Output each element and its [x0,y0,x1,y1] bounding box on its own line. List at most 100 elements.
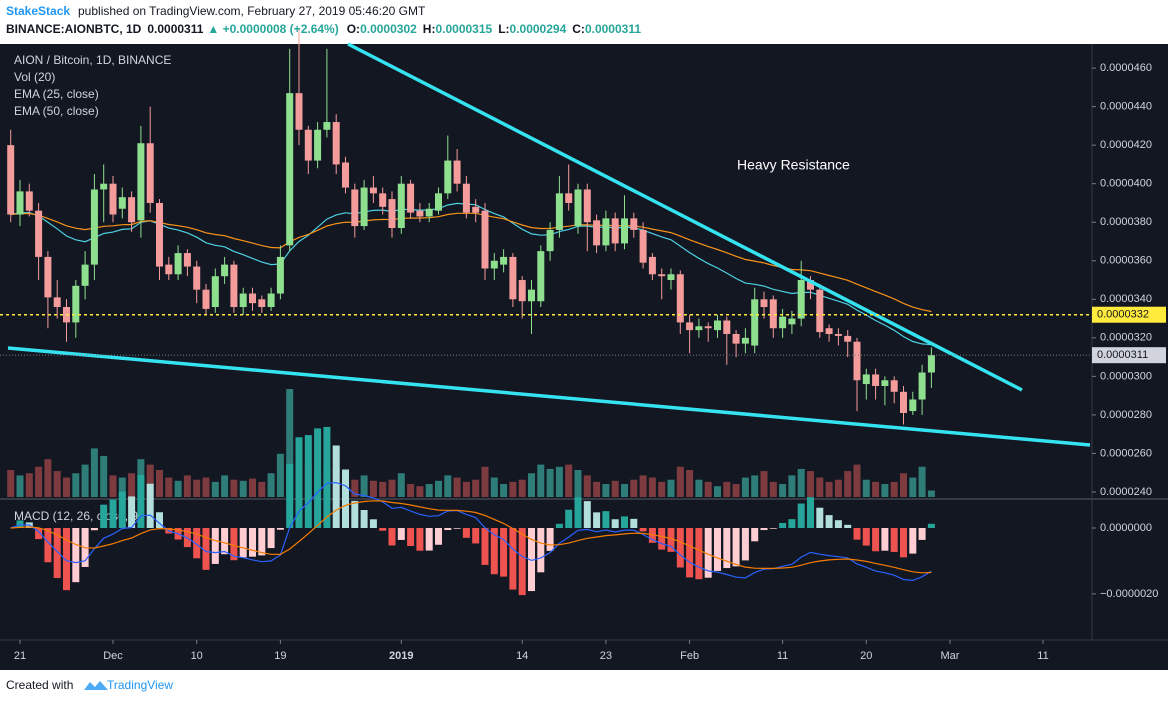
trendline [7,346,1091,447]
candle-body [528,289,535,302]
x-tick-label: 23 [600,650,612,662]
candle-body [230,264,238,308]
candle-body [658,274,666,277]
candle-body [555,193,563,230]
macd-histogram [323,426,331,528]
candle-body [648,256,656,275]
candle-body [369,187,377,194]
y-tick-label: 0.0000440 [1100,101,1152,113]
candle-body [537,251,545,302]
x-tick-label: 11 [1037,650,1048,662]
candle-body [611,218,619,244]
publisher[interactable]: StakeStack [6,4,70,18]
candle-body [379,193,387,207]
volume-bar [202,477,210,497]
macd-histogram [825,515,833,528]
footer-bg [0,670,1168,703]
macd-histogram [816,507,824,528]
last-price: 0.0000311 [147,22,203,36]
macd-histogram [900,528,907,558]
volume-bar [239,480,247,497]
volume-bar [695,479,703,497]
candle-body [295,93,303,130]
candle-body [193,266,201,290]
candle-body [890,380,898,392]
volume-bar [723,481,731,497]
macd-histogram [462,528,470,538]
volume-bar [741,477,749,497]
volume-bar [686,470,694,497]
candle-body [881,380,889,387]
candle-body [407,183,415,213]
macd-histogram [276,528,284,530]
macd-histogram [807,497,814,528]
volume-bar [760,471,768,497]
volume-bar [853,464,861,497]
volume-bar [72,473,80,497]
change: ▲ +0.0000008 (+2.64%) [207,22,338,36]
volume-bar [425,484,433,497]
footer-brand[interactable]: TradingView [107,678,173,692]
volume-bar [611,480,619,497]
volume-bar [249,478,256,497]
volume-bar [267,473,275,497]
volume-bar [862,479,870,497]
macd-histogram [100,504,108,528]
macd-histogram [332,445,340,528]
candle-body [518,280,526,302]
candle-body [760,299,768,308]
macd-histogram [760,528,768,531]
macd-histogram [239,528,247,558]
candle-body [481,210,489,269]
candle-body [388,199,396,229]
macd-histogram [53,528,61,579]
volume-bar [379,481,387,497]
volume-bar [286,389,294,497]
candle-body [239,293,247,308]
candle-body [769,299,777,329]
candle-body [472,206,480,213]
candle-body [565,193,573,203]
macd-histogram [537,528,545,573]
x-tick-label: Mar [941,650,960,662]
macd-histogram [602,511,610,528]
footer-text: Created with [6,678,73,692]
volume-bar [472,479,480,497]
candle-body [509,256,517,300]
candle-body [574,189,582,227]
candle-body [797,280,805,319]
candle-body [825,328,833,334]
level-label-bg [1092,306,1166,323]
candle-body [314,129,322,161]
macd-histogram [90,528,98,531]
macd-histogram [407,528,415,546]
candle-body [490,260,498,269]
chart-title: AION / Bitcoin, 1D, BINANCE [14,53,171,67]
macd-histogram [648,528,656,543]
low-label: L: [498,22,509,36]
macd-histogram [732,528,740,567]
candle-body [695,326,703,331]
volume-bar [844,471,852,497]
volume-bar [918,466,926,497]
candle-body [118,197,126,209]
candle-body [90,189,98,265]
candle-body [397,183,405,229]
volume-bar [453,477,461,497]
volume-bar [797,468,805,497]
volume-bar [565,464,573,497]
candle-body [323,122,331,130]
candle-body [258,299,266,308]
volume-bar [751,475,759,497]
macd-histogram [72,528,80,583]
volume-bar [528,473,535,497]
volume-bar [807,471,814,497]
candle-body [714,320,721,331]
volume-bar [788,475,796,497]
y-tick-label: 0.0000340 [1100,293,1152,305]
macd-histogram [779,522,787,528]
macd-histogram [769,528,777,529]
published-info: published on TradingView.com, February 2… [78,4,426,18]
volume-bar [53,471,61,497]
y-tick-label: 0.0000420 [1100,139,1152,151]
